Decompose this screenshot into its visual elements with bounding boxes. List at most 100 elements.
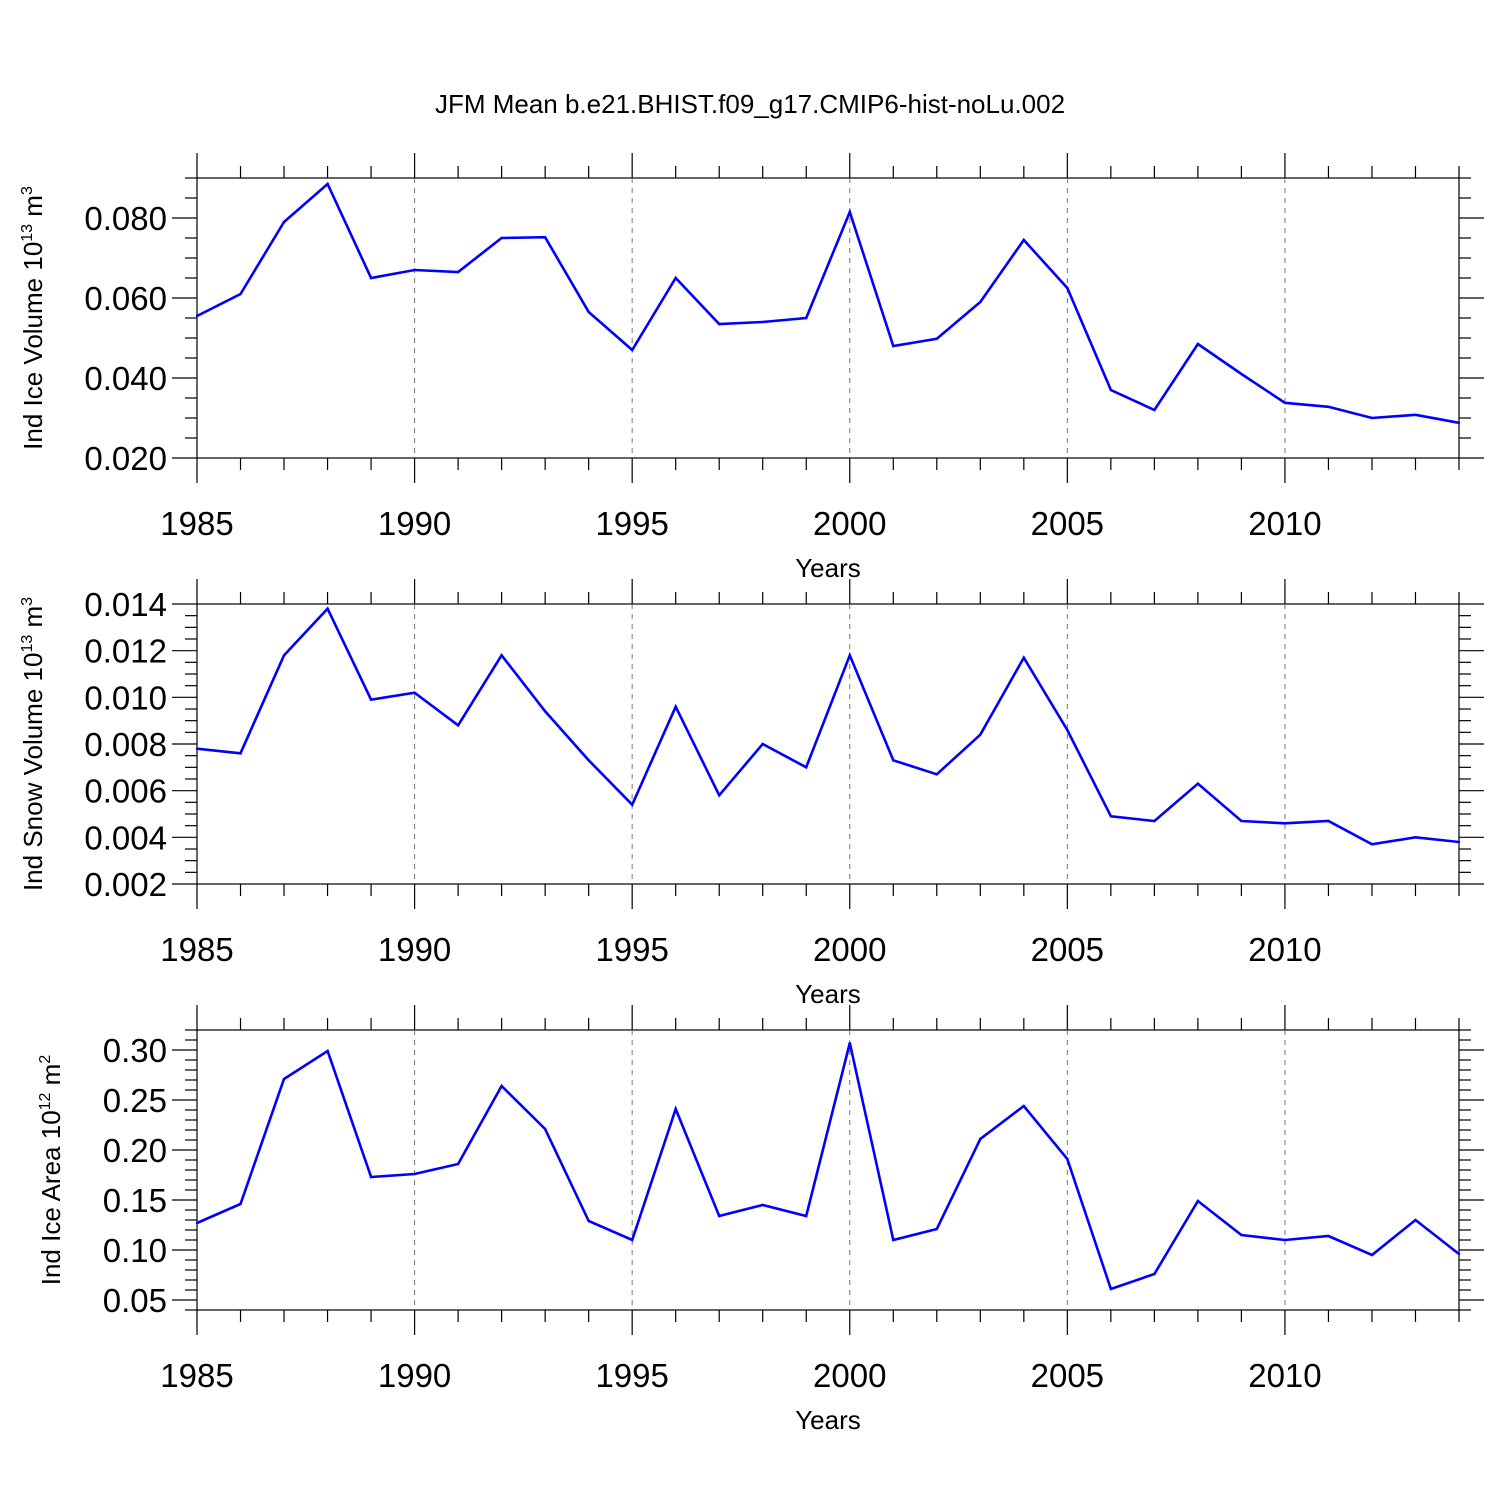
data-point [630,348,634,352]
y-axis-label-exponent: 13 [19,224,36,242]
data-point [848,1041,851,1045]
data-point [195,1221,199,1225]
data-point [935,1227,938,1231]
y-tick-label: 0.05 [103,1282,167,1319]
y-axis-label-text: Ind Ice Volume 10 [18,242,48,450]
data-point [718,794,721,797]
y-axis-label: Ind Snow Volume 1013 m3 [18,597,48,891]
y-axis-label: Ind Ice Volume 1013 m3 [18,186,48,450]
data-point [1457,421,1461,424]
chart-title: JFM Mean b.e21.BHIST.f09_g17.CMIP6-hist-… [435,89,1065,119]
data-point [1153,408,1156,412]
y-axis-label-unit-exponent: 2 [37,1055,54,1064]
x-tick-label: 1985 [160,505,233,542]
y-tick-label: 0.014 [84,586,167,623]
y-tick-label: 0.10 [103,1232,167,1269]
data-point [935,773,938,776]
x-tick-label: 2010 [1248,505,1321,542]
data-point [456,270,460,274]
x-axis-label: Years [795,1405,861,1435]
x-tick-label: 1990 [378,931,451,968]
data-point [282,1077,286,1081]
data-point [1066,728,1069,732]
data-point [892,1238,895,1242]
data-point [1240,1233,1243,1237]
data-point [282,220,286,224]
data-point [543,710,547,713]
data-point [630,1238,634,1242]
data-point [805,1214,808,1218]
data-point [1327,819,1330,823]
data-point [1153,1272,1156,1276]
data-point [413,691,416,694]
data-point [1240,372,1243,376]
data-point [239,1202,242,1206]
data-point [500,1084,503,1088]
data-point [1283,401,1287,404]
data-point [456,724,460,727]
y-axis-label-unit: m [18,195,48,224]
x-tick-label: 1990 [378,1357,451,1394]
data-point [326,1049,329,1053]
data-point [718,1214,721,1218]
y-tick-label: 0.008 [84,726,167,763]
y-tick-label: 0.004 [84,819,167,856]
ice-area-panel: 1985 1990 1995 2000 2005 2010 0.05 0.10 0.15 0.20… [36,1005,1484,1435]
plot-frame [196,603,1460,885]
plot-frame [196,177,1460,459]
data-point [1196,342,1200,346]
data-point [979,1137,982,1141]
data-point [1109,1287,1113,1291]
data-point [326,182,329,186]
data-point [1327,405,1330,408]
plot-frame [196,1029,1460,1311]
data-point [239,752,242,755]
data-point [543,1127,547,1131]
y-axis-label-unit-exponent: 3 [19,597,36,606]
x-tick-label: 2005 [1031,505,1104,542]
y-tick-label: 0.080 [84,200,167,237]
data-point [1109,388,1113,392]
data-point [935,337,938,340]
data-point [979,733,982,736]
series-line [196,1042,1460,1291]
data-point [1283,822,1287,825]
data-point [718,322,721,326]
x-tick-label: 1985 [160,931,233,968]
y-axis-label-unit: m [36,1064,66,1093]
x-tick-label: 2000 [813,1357,886,1394]
y-tick-label: 0.15 [103,1182,167,1219]
data-point [674,276,677,280]
data-point [848,654,851,657]
y-axis-label: Ind Ice Area 1012 m2 [36,1055,66,1286]
x-tick-label: 2010 [1248,931,1321,968]
y-axis-label-text: Ind Snow Volume 10 [18,653,48,892]
data-point [1414,1218,1417,1222]
data-point [369,276,373,280]
data-point [1022,656,1026,659]
y-axis-label-unit: m [18,606,48,635]
data-point [239,292,242,296]
data-point [587,1219,590,1223]
data-point [1457,840,1461,844]
x-tick-label: 2010 [1248,1357,1321,1394]
x-tick-label: 2000 [813,931,886,968]
data-point [761,742,764,746]
data-point [587,310,590,314]
x-axis-label: Years [795,979,861,1009]
y-tick-label: 0.002 [84,866,167,903]
data-point [543,236,547,239]
snow-volume-panel: 1985 1990 1995 2000 2005 2010 0.002 0.004 0.006 0… [18,579,1484,1009]
y-tick-label: 0.006 [84,773,167,810]
data-point [674,705,677,708]
y-tick-label: 0.20 [103,1132,167,1169]
data-point [413,268,416,272]
y-tick-label: 0.30 [103,1032,167,1069]
data-point [1327,1234,1330,1238]
x-tick-label: 1995 [595,931,668,968]
x-tick-label: 2005 [1031,931,1104,968]
y-tick-label: 0.020 [84,440,167,477]
y-tick-label: 0.040 [84,360,167,397]
data-point [892,759,895,762]
ice-volume-panel: 1985 1990 1995 2000 2005 2010 0.020 0.040 0.060 0… [18,153,1484,583]
